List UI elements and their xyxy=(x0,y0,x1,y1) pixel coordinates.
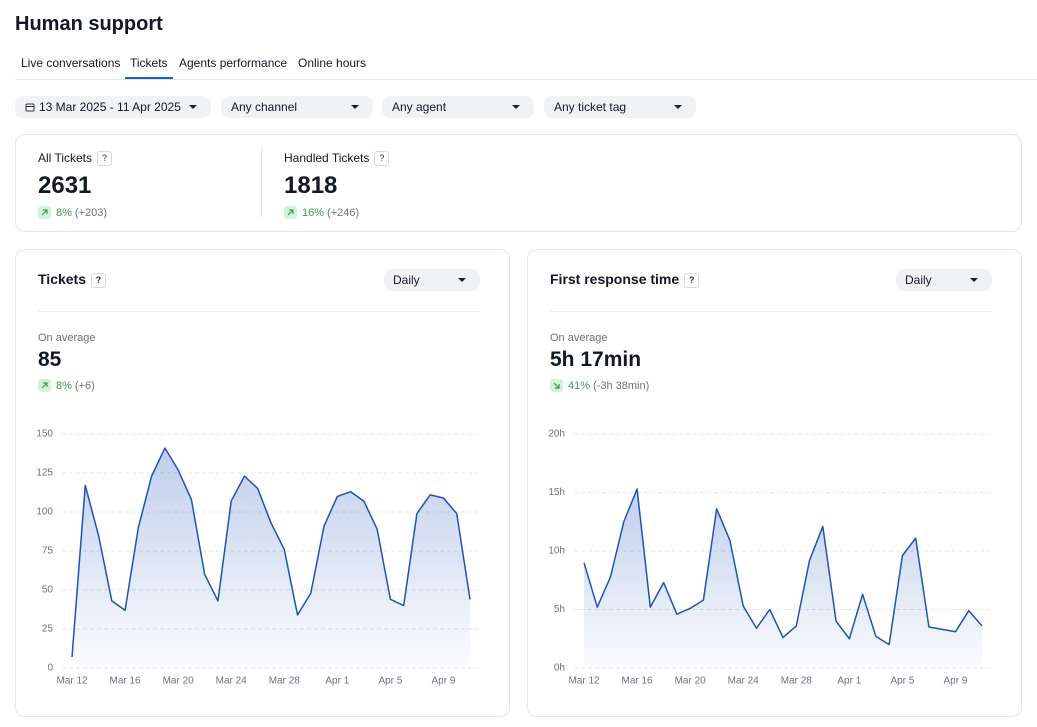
filter-text: Any ticket tag xyxy=(554,100,627,114)
trend-icon xyxy=(284,206,297,219)
y-tick-label: 75 xyxy=(42,546,54,557)
line xyxy=(71,447,471,658)
y-tick-label: 5h xyxy=(554,604,565,615)
tab[interactable]: Online hours xyxy=(298,56,367,70)
x-tick-label: Mar 20 xyxy=(163,676,195,687)
x-tick-label: Mar 28 xyxy=(781,676,813,687)
help-icon[interactable]: ? xyxy=(91,273,106,288)
filter-text: Any agent xyxy=(392,100,447,114)
card-divider xyxy=(38,311,480,312)
tab[interactable]: Agents performance xyxy=(179,56,288,70)
chart-title: First response time? xyxy=(550,271,700,288)
x-tick-label: Mar 12 xyxy=(568,676,600,687)
x-tick-label: Mar 20 xyxy=(675,676,707,687)
filter-text: 13 Mar 2025 - 11 Apr 2025 xyxy=(39,100,181,114)
kpi-label: Handled Tickets? xyxy=(284,151,390,166)
x-tick-label: Mar 12 xyxy=(56,676,88,687)
period-dropdown[interactable]: Daily xyxy=(384,269,480,291)
x-tick-label: Mar 24 xyxy=(728,676,760,687)
y-tick-label: 100 xyxy=(36,507,53,518)
x-tick-label: Apr 9 xyxy=(432,676,456,687)
help-icon[interactable]: ? xyxy=(97,151,113,166)
summary-label: On average xyxy=(550,332,608,344)
trend-icon xyxy=(38,206,51,219)
kpi-change: 16% (+246) xyxy=(284,206,359,219)
chart-card xyxy=(527,249,1022,717)
x-tick-label: Mar 24 xyxy=(216,676,248,687)
y-tick-label: 25 xyxy=(42,624,54,635)
x-tick-label: Apr 1 xyxy=(325,676,349,687)
summary-value: 5h 17min xyxy=(550,348,642,371)
x-tick-label: Mar 16 xyxy=(622,676,654,687)
area xyxy=(584,488,982,668)
help-icon[interactable]: ? xyxy=(684,273,700,288)
tag-filter[interactable]: Any ticket tag xyxy=(544,96,696,118)
area xyxy=(72,448,470,668)
x-tick-label: Apr 9 xyxy=(944,676,968,687)
summary-label: On average xyxy=(38,332,96,344)
line xyxy=(583,488,983,646)
y-tick-label: 150 xyxy=(36,429,53,440)
y-tick-label: 0 xyxy=(47,663,53,674)
x-tick-label: Apr 5 xyxy=(890,676,914,687)
summary-change: 41% (-3h 38min) xyxy=(550,379,649,392)
x-tick-label: Apr 1 xyxy=(837,676,861,687)
y-tick-label: 0h xyxy=(554,663,565,674)
period-dropdown[interactable]: Daily xyxy=(896,269,992,291)
kpi-value: 2631 xyxy=(38,172,92,199)
tab[interactable]: Live conversations xyxy=(21,56,121,70)
chart-card xyxy=(15,249,510,717)
card-divider xyxy=(550,311,992,312)
page-title: Human support xyxy=(15,13,163,35)
calendar-icon xyxy=(25,103,35,112)
summary-value: 85 xyxy=(38,348,62,371)
agent-filter[interactable]: Any agent xyxy=(382,96,534,118)
chart-title: Tickets? xyxy=(38,271,106,288)
filter-text: Any channel xyxy=(231,100,298,114)
y-tick-label: 125 xyxy=(36,468,53,479)
y-tick-label: 15h xyxy=(548,487,565,498)
trend-icon xyxy=(38,379,51,392)
x-tick-label: Apr 5 xyxy=(378,676,402,687)
kpi-divider xyxy=(261,148,262,218)
help-icon[interactable]: ? xyxy=(374,151,390,166)
channel-filter[interactable]: Any channel xyxy=(221,96,373,118)
kpi-card xyxy=(15,134,1022,232)
tab-divider xyxy=(15,79,1037,80)
summary-change: 8% (+6) xyxy=(38,379,95,392)
x-tick-label: Mar 16 xyxy=(110,676,142,687)
kpi-label: All Tickets? xyxy=(38,151,113,166)
y-tick-label: 20h xyxy=(548,429,565,440)
kpi-value: 1818 xyxy=(284,172,338,199)
date-filter[interactable]: 13 Mar 2025 - 11 Apr 2025 xyxy=(15,96,211,118)
tab[interactable]: Tickets xyxy=(130,56,168,70)
y-tick-label: 50 xyxy=(42,585,54,596)
kpi-change: 8% (+203) xyxy=(38,206,107,219)
active-tab-indicator xyxy=(125,77,173,79)
y-tick-label: 10h xyxy=(548,546,565,557)
x-tick-label: Mar 28 xyxy=(269,676,301,687)
trend-icon xyxy=(550,379,563,392)
